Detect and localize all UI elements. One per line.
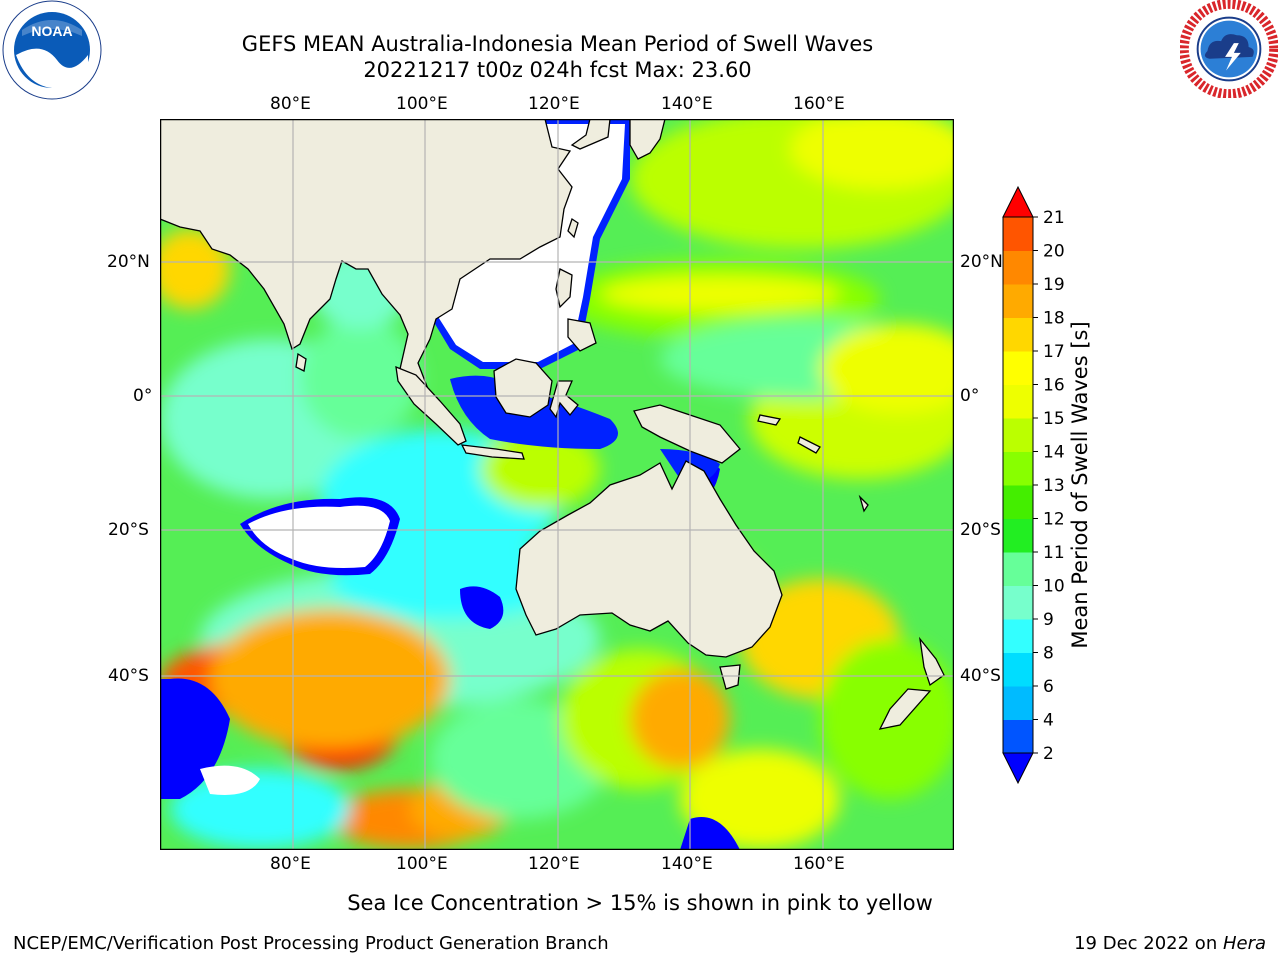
lon-label-bottom-160e: 160°E xyxy=(793,854,845,874)
colorbar-tick-label: 9 xyxy=(1043,610,1054,630)
colorbar: 2 4 6 8 9 10 11 12 13 14 15 16 17 18 19 20 21 xyxy=(1002,185,1065,785)
lat-label-right-40s: 40°S xyxy=(960,666,1001,686)
colorbar-segment xyxy=(1003,250,1033,285)
lon-label-top-140e: 140°E xyxy=(661,94,713,114)
land-masses xyxy=(160,119,945,730)
colorbar-segment xyxy=(1003,217,1033,251)
colorbar-tick-label: 15 xyxy=(1043,409,1065,429)
lon-label-top-120e: 120°E xyxy=(528,94,580,114)
lat-label-left-0: 0° xyxy=(133,386,153,406)
colorbar-segment xyxy=(1003,451,1033,486)
colorbar-segment xyxy=(1003,619,1033,653)
colorbar-segment xyxy=(1003,485,1033,519)
colorbar-under-arrow xyxy=(1002,752,1034,785)
colorbar-segment xyxy=(1003,351,1033,385)
colorbar-tick-label: 20 xyxy=(1043,242,1065,262)
colorbar-tick-label: 18 xyxy=(1043,309,1065,329)
colorbar-tick-label: 10 xyxy=(1043,577,1065,597)
noaa-text: NOAA xyxy=(31,23,72,39)
colorbar-tick-label: 12 xyxy=(1043,510,1065,530)
map-frame xyxy=(160,119,954,850)
footer-credit: NCEP/EMC/Verification Post Processing Pr… xyxy=(13,933,609,954)
colorbar-tick-label: 14 xyxy=(1043,443,1065,463)
lon-label-bottom-80e: 80°E xyxy=(270,854,311,874)
lat-label-left-40s: 40°S xyxy=(108,666,149,686)
colorbar-over-arrow xyxy=(1002,185,1034,218)
footer-date: 19 Dec 2022 on Hera xyxy=(1074,933,1266,954)
chart-subtitle: 20221217 t00z 024h fcst Max: 23.60 xyxy=(363,58,752,82)
colorbar-segment xyxy=(1003,317,1033,352)
noaa-logo: NOAA xyxy=(2,0,102,100)
lon-label-top-80e: 80°E xyxy=(270,94,311,114)
graticule xyxy=(160,119,954,850)
colorbar-segment xyxy=(1003,552,1033,586)
colorbar-segment xyxy=(1003,518,1033,553)
footer-host: Hera xyxy=(1222,933,1266,954)
footer-date-text: 19 Dec 2022 on xyxy=(1074,933,1223,954)
colorbar-tick-label: 2 xyxy=(1043,744,1054,764)
colorbar-tick-label: 16 xyxy=(1043,376,1065,396)
lat-label-right-20n: 20°N xyxy=(960,252,1003,272)
colorbar-tick-label: 6 xyxy=(1043,677,1054,697)
colorbar-segment xyxy=(1003,652,1033,687)
lat-label-right-20s: 20°S xyxy=(960,520,1001,540)
colorbar-tick-label: 19 xyxy=(1043,275,1065,295)
colorbar-tick-label: 4 xyxy=(1043,711,1054,731)
colorbar-segment xyxy=(1003,384,1033,419)
colorbar-tick-label: 13 xyxy=(1043,476,1065,496)
colorbar-tick-label: 8 xyxy=(1043,644,1054,664)
sea-ice-note: Sea Ice Concentration > 15% is shown in … xyxy=(347,891,933,915)
lon-label-top-100e: 100°E xyxy=(396,94,448,114)
lon-label-top-160e: 160°E xyxy=(793,94,845,114)
colorbar-tick-label: 21 xyxy=(1043,208,1065,228)
lon-label-bottom-100e: 100°E xyxy=(396,854,448,874)
colorbar-segment xyxy=(1003,284,1033,318)
chart-title: GEFS MEAN Australia-Indonesia Mean Perio… xyxy=(241,32,874,56)
lat-label-left-20n: 20°N xyxy=(107,252,150,272)
colorbar-tick-label: 11 xyxy=(1043,543,1065,563)
lat-label-right-0: 0° xyxy=(960,386,980,406)
colorbar-segment xyxy=(1003,686,1033,720)
colorbar-segment xyxy=(1003,418,1033,452)
lon-label-bottom-140e: 140°E xyxy=(661,854,713,874)
colorbar-segment xyxy=(1003,719,1033,754)
colorbar-tick-label: 17 xyxy=(1043,342,1065,362)
lon-label-bottom-120e: 120°E xyxy=(528,854,580,874)
wave-period-map xyxy=(160,119,954,850)
colorbar-segment xyxy=(1003,585,1033,620)
colorbar-label: Mean Period of Swell Waves [s] xyxy=(1068,321,1092,649)
lat-label-left-20s: 20°S xyxy=(108,520,149,540)
nws-logo xyxy=(1180,0,1278,98)
